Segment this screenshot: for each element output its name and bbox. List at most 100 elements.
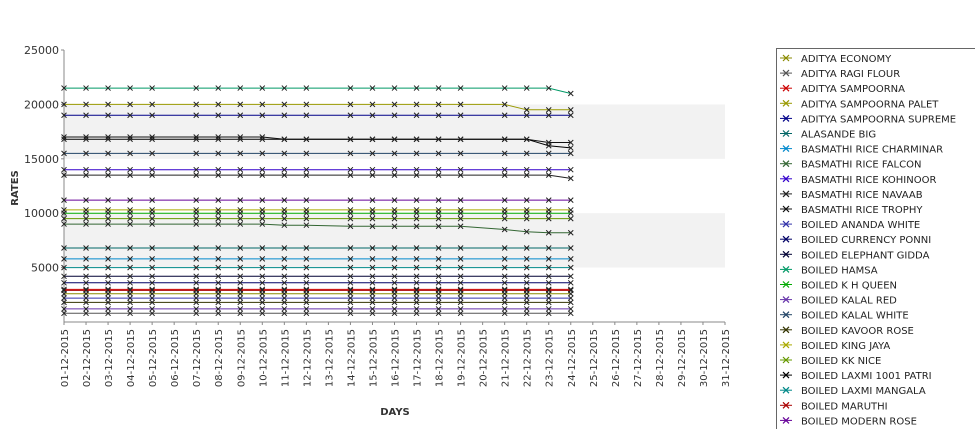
data-point [391, 215, 398, 222]
data-point [391, 295, 398, 301]
x-tick-label: 07-12-2015 [192, 329, 203, 387]
data-point [523, 256, 530, 262]
data-point [259, 273, 266, 280]
data-point [435, 256, 442, 262]
data-point [567, 106, 574, 113]
data-point [61, 299, 67, 306]
data-point [435, 136, 442, 143]
series-line [61, 306, 574, 312]
x-tick-label: 11-12-2015 [280, 329, 291, 387]
data-point [435, 310, 442, 317]
data-point [259, 264, 266, 271]
data-point [127, 85, 133, 91]
data-point [259, 221, 266, 227]
legend-label: BASMATHI RICE NAVAAB [801, 190, 923, 201]
legend-label: BOILED KALAL WHITE [801, 311, 909, 322]
data-point [391, 207, 398, 213]
data-point [61, 264, 67, 271]
data-point [281, 306, 288, 312]
data-point [303, 222, 310, 229]
data-point [215, 279, 222, 286]
data-point [545, 166, 552, 173]
data-point [127, 286, 133, 293]
legend-label: BOILED MODERN ROSE [801, 416, 917, 427]
legend-swatch-marker [782, 416, 790, 424]
data-point [193, 295, 200, 301]
data-point [457, 223, 464, 230]
series-line [61, 290, 574, 297]
data-point [149, 221, 155, 227]
data-point [413, 136, 420, 143]
data-point [61, 136, 67, 143]
data-point [501, 286, 508, 293]
data-point [369, 287, 376, 294]
data-point [501, 226, 508, 233]
legend-label: ADITYA RAGI FLOUR [801, 69, 900, 80]
data-point [105, 264, 111, 271]
data-point [391, 136, 398, 143]
data-point [281, 101, 288, 108]
data-point [237, 112, 244, 119]
data-point [127, 295, 133, 301]
data-point [545, 85, 552, 91]
data-point [567, 295, 574, 301]
data-point [83, 197, 89, 203]
data-point [149, 215, 155, 222]
x-tick-label: 30-12-2015 [699, 329, 710, 387]
x-tick-label: 02-12-2015 [82, 329, 93, 387]
y-tick-label: 15000 [24, 153, 59, 166]
data-point [501, 101, 508, 108]
data-point [303, 287, 310, 294]
data-point [127, 306, 133, 312]
x-tick-label: 15-12-2015 [368, 329, 379, 387]
data-point [523, 166, 530, 173]
data-point [149, 85, 155, 91]
data-point [303, 245, 310, 251]
legend-label: ADITYA SAMPOORNA PALET [801, 99, 939, 110]
data-point [457, 112, 464, 119]
data-point [215, 207, 222, 213]
data-point [303, 306, 310, 312]
data-point [369, 85, 376, 91]
data-point [259, 256, 266, 262]
data-point [347, 215, 354, 222]
data-point [391, 101, 398, 108]
data-point [127, 287, 133, 294]
data-point [215, 256, 222, 262]
data-point [61, 172, 67, 178]
data-point [259, 207, 266, 213]
data-point [127, 150, 133, 157]
legend-label: BOILED KALAL RED [801, 296, 897, 307]
data-point [237, 286, 244, 293]
data-point [61, 287, 67, 294]
data-point [281, 136, 288, 143]
data-point [567, 139, 574, 146]
data-point [413, 273, 420, 280]
series-line [61, 295, 574, 301]
data-point [127, 136, 133, 143]
data-point [545, 245, 552, 251]
data-point [413, 264, 420, 271]
data-point [435, 150, 442, 157]
series-line [61, 101, 574, 113]
data-point [105, 287, 111, 294]
data-point [457, 287, 464, 294]
data-point [149, 310, 155, 317]
data-point [193, 306, 200, 312]
data-point [347, 136, 354, 143]
data-point [259, 287, 266, 294]
legend-swatch-marker [782, 99, 790, 107]
data-point [237, 101, 244, 108]
data-point [523, 245, 530, 251]
x-tick-label: 04-12-2015 [126, 329, 137, 387]
data-point [105, 136, 111, 143]
data-point [435, 85, 442, 91]
grid-band [64, 104, 725, 159]
data-point [347, 101, 354, 108]
data-point [391, 306, 398, 312]
data-point [193, 150, 200, 157]
data-point [281, 299, 288, 306]
data-point [215, 273, 222, 280]
data-point [105, 299, 111, 306]
x-tick-label: 26-12-2015 [611, 329, 622, 387]
